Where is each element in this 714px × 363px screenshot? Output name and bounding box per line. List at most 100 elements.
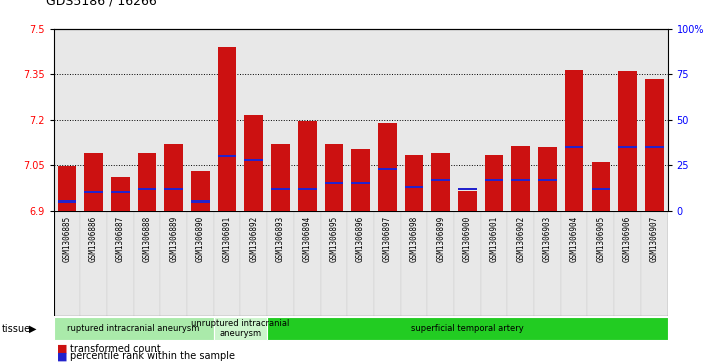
Bar xyxy=(294,29,321,211)
Bar xyxy=(54,317,213,340)
Bar xyxy=(511,146,530,211)
Text: percentile rank within the sample: percentile rank within the sample xyxy=(70,351,235,361)
Bar xyxy=(244,115,263,211)
Bar xyxy=(614,211,641,316)
Bar xyxy=(325,182,343,184)
Text: ▶: ▶ xyxy=(29,323,36,334)
Text: superficial temporal artery: superficial temporal artery xyxy=(411,324,524,333)
Bar xyxy=(267,317,668,340)
Bar xyxy=(80,29,107,211)
Text: GSM1306895: GSM1306895 xyxy=(329,216,338,262)
Bar xyxy=(111,191,130,193)
Bar xyxy=(187,211,213,316)
Bar xyxy=(213,211,241,316)
Text: ■: ■ xyxy=(57,344,68,354)
Bar xyxy=(641,29,668,211)
Bar xyxy=(481,29,508,211)
Bar xyxy=(271,144,290,211)
Bar xyxy=(560,211,588,316)
Bar xyxy=(191,200,210,203)
Bar xyxy=(351,148,370,211)
Bar xyxy=(645,146,663,148)
Bar xyxy=(427,29,454,211)
Text: GSM1306907: GSM1306907 xyxy=(650,216,659,262)
Text: GSM1306886: GSM1306886 xyxy=(89,216,98,262)
Bar xyxy=(54,29,80,211)
Bar xyxy=(378,123,396,211)
Bar xyxy=(351,182,370,184)
Text: GSM1306898: GSM1306898 xyxy=(409,216,418,262)
Text: GSM1306893: GSM1306893 xyxy=(276,216,285,262)
Text: GSM1306900: GSM1306900 xyxy=(463,216,472,262)
Text: ruptured intracranial aneurysm: ruptured intracranial aneurysm xyxy=(67,324,200,333)
Bar xyxy=(58,166,76,211)
Bar xyxy=(374,29,401,211)
Bar xyxy=(508,29,534,211)
Bar xyxy=(213,317,267,340)
Text: GSM1306887: GSM1306887 xyxy=(116,216,125,262)
Bar xyxy=(213,29,241,211)
Bar xyxy=(161,29,187,211)
Bar xyxy=(618,72,637,211)
Bar xyxy=(107,29,134,211)
Bar xyxy=(321,211,347,316)
Bar xyxy=(508,211,534,316)
Text: GSM1306888: GSM1306888 xyxy=(143,216,151,262)
Bar xyxy=(614,29,641,211)
Bar xyxy=(538,179,557,181)
Bar xyxy=(458,188,477,190)
Bar xyxy=(588,211,614,316)
Text: GSM1306891: GSM1306891 xyxy=(223,216,231,262)
Bar xyxy=(378,168,396,170)
Bar xyxy=(84,153,103,211)
Bar xyxy=(431,153,450,211)
Text: unruptured intracranial
aneurysm: unruptured intracranial aneurysm xyxy=(191,319,290,338)
Bar xyxy=(485,179,503,181)
Bar xyxy=(164,188,183,190)
Bar xyxy=(454,211,481,316)
Bar xyxy=(538,147,557,211)
Bar xyxy=(241,29,267,211)
Bar xyxy=(84,191,103,193)
Bar xyxy=(405,155,423,211)
Bar xyxy=(138,153,156,211)
Bar xyxy=(591,188,610,190)
Bar xyxy=(298,188,316,190)
Bar xyxy=(271,188,290,190)
Bar xyxy=(111,177,130,211)
Bar xyxy=(187,29,213,211)
Bar xyxy=(560,29,588,211)
Text: GSM1306899: GSM1306899 xyxy=(436,216,445,262)
Text: GSM1306890: GSM1306890 xyxy=(196,216,205,262)
Bar xyxy=(431,179,450,181)
Bar xyxy=(645,79,663,211)
Text: GSM1306894: GSM1306894 xyxy=(303,216,312,262)
Bar xyxy=(134,211,161,316)
Text: GSM1306897: GSM1306897 xyxy=(383,216,392,262)
Bar xyxy=(485,155,503,211)
Text: GSM1306904: GSM1306904 xyxy=(570,216,578,262)
Bar xyxy=(565,146,583,148)
Bar xyxy=(401,29,427,211)
Bar xyxy=(511,179,530,181)
Bar xyxy=(80,211,107,316)
Bar xyxy=(107,211,134,316)
Bar xyxy=(321,29,347,211)
Bar xyxy=(298,121,316,211)
Bar xyxy=(325,144,343,211)
Bar xyxy=(427,211,454,316)
Bar xyxy=(164,144,183,211)
Text: transformed count: transformed count xyxy=(70,344,161,354)
Bar xyxy=(294,211,321,316)
Bar xyxy=(267,29,294,211)
Text: GSM1306892: GSM1306892 xyxy=(249,216,258,262)
Text: GSM1306889: GSM1306889 xyxy=(169,216,178,262)
Bar xyxy=(134,29,161,211)
Text: GSM1306905: GSM1306905 xyxy=(596,216,605,262)
Text: GDS5186 / 16266: GDS5186 / 16266 xyxy=(46,0,157,7)
Bar xyxy=(347,211,374,316)
Bar xyxy=(481,211,508,316)
Bar xyxy=(534,29,560,211)
Bar xyxy=(138,188,156,190)
Bar xyxy=(454,29,481,211)
